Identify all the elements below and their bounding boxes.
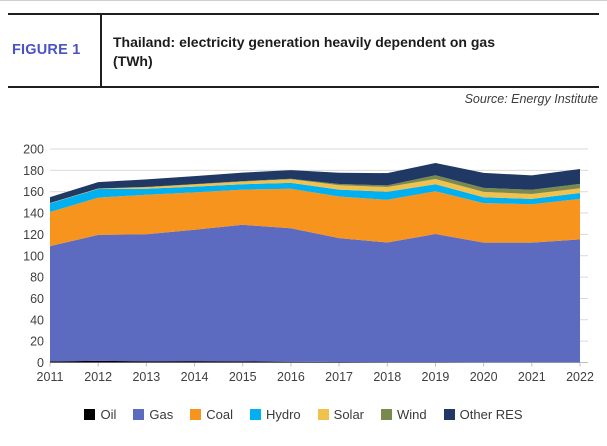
area-hydro bbox=[50, 182, 580, 212]
y-axis-label: 180 bbox=[23, 164, 44, 178]
legend-item-hydro: Hydro bbox=[249, 407, 301, 422]
x-axis-label: 2020 bbox=[470, 370, 498, 384]
area-wind bbox=[50, 175, 580, 204]
legend-label: Wind bbox=[397, 407, 427, 422]
x-axis-label: 2013 bbox=[132, 370, 160, 384]
legend-swatch-icon bbox=[249, 409, 261, 420]
y-axis-label: 160 bbox=[23, 185, 44, 199]
legend-swatch-icon bbox=[84, 409, 96, 420]
y-axis-label: 100 bbox=[23, 249, 44, 263]
area-coal bbox=[50, 188, 580, 247]
x-axis-label: 2022 bbox=[566, 370, 594, 384]
y-axis-label: 80 bbox=[30, 271, 44, 285]
legend-item-oil: Oil bbox=[84, 407, 116, 422]
x-axis-label: 2014 bbox=[181, 370, 209, 384]
legend-item-other-res: Other RES bbox=[443, 407, 523, 422]
y-axis-label: 40 bbox=[30, 313, 44, 327]
y-axis-label: 120 bbox=[23, 228, 44, 242]
figure-number-label: FIGURE 1 bbox=[12, 42, 81, 58]
x-axis-label: 2017 bbox=[325, 370, 353, 384]
source-attribution: Source: Energy Institute bbox=[464, 92, 598, 106]
legend-item-solar: Solar bbox=[317, 407, 365, 422]
legend-swatch-icon bbox=[317, 409, 329, 420]
header-rule-top bbox=[8, 13, 599, 15]
page-top-border bbox=[0, 0, 607, 1]
chart-title: Thailand: electricity generation heavily… bbox=[113, 33, 583, 71]
area-other-res bbox=[50, 163, 580, 203]
area-gas bbox=[50, 224, 580, 363]
legend-label: Hydro bbox=[265, 407, 301, 422]
legend-label: Coal bbox=[206, 407, 233, 422]
header-rule-bottom bbox=[8, 86, 599, 88]
chart-legend: Oil Gas Coal Hydro Solar Wind Other RES bbox=[0, 407, 607, 422]
y-axis-label: 200 bbox=[23, 143, 44, 157]
legend-item-wind: Wind bbox=[381, 407, 427, 422]
x-axis-label: 2015 bbox=[229, 370, 257, 384]
legend-swatch-icon bbox=[133, 409, 145, 420]
chart-title-unit: (TWh) bbox=[113, 53, 153, 69]
legend-swatch-icon bbox=[381, 409, 393, 420]
x-axis-label: 2021 bbox=[518, 370, 546, 384]
y-axis-label: 140 bbox=[23, 207, 44, 221]
area-oil bbox=[50, 360, 580, 363]
legend-item-gas: Gas bbox=[133, 407, 173, 422]
legend-label: Oil bbox=[100, 407, 117, 422]
y-axis-label: 0 bbox=[37, 356, 44, 370]
x-axis-label: 2011 bbox=[37, 370, 64, 384]
x-axis-label: 2012 bbox=[84, 370, 112, 384]
header-divider bbox=[100, 13, 102, 88]
y-axis-label: 20 bbox=[30, 335, 44, 349]
y-axis-label: 60 bbox=[30, 292, 44, 306]
x-axis-label: 2016 bbox=[277, 370, 305, 384]
legend-label: Solar bbox=[333, 407, 365, 422]
area-solar bbox=[50, 179, 580, 204]
legend-item-coal: Coal bbox=[190, 407, 233, 422]
legend-label: Gas bbox=[149, 407, 174, 422]
legend-swatch-icon bbox=[190, 409, 202, 420]
legend-label: Other RES bbox=[459, 407, 523, 422]
x-axis-label: 2019 bbox=[422, 370, 450, 384]
chart-title-text: Thailand: electricity generation heavily… bbox=[113, 34, 495, 50]
legend-swatch-icon bbox=[443, 409, 455, 420]
x-axis-label: 2018 bbox=[373, 370, 401, 384]
